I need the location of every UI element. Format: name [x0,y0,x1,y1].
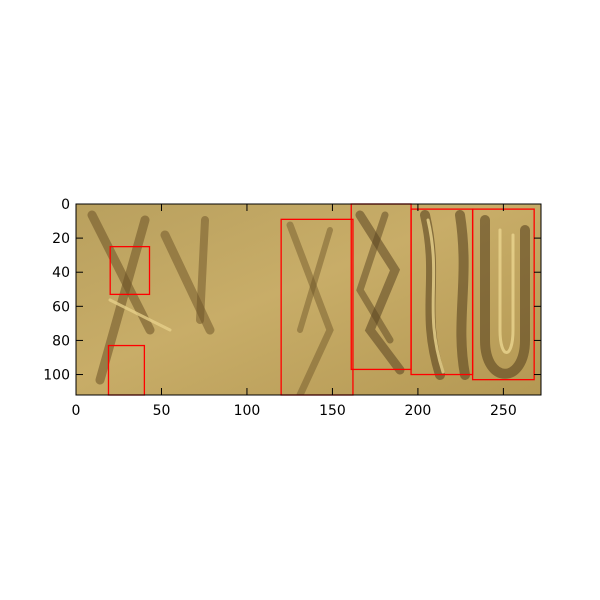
y-tick-label: 0 [61,197,70,213]
plot-image [76,204,541,395]
carved-glyphs [87,210,530,395]
x-tick-label: 250 [490,403,517,419]
x-tick-label: 150 [319,403,346,419]
y-tick-label: 20 [52,231,70,247]
x-tick-label: 50 [153,403,171,419]
x-axis: 0 50 100 150 200 250 [72,204,517,419]
y-tick-label: 80 [52,333,70,349]
y-tick-label: 40 [52,265,70,281]
y-axis: 0 20 40 60 80 100 [43,197,541,384]
x-tick-label: 200 [405,403,432,419]
plot-frame [75,203,542,396]
y-tick-label: 100 [43,368,70,384]
bounding-box-1 [109,245,151,296]
y-tick-label: 60 [52,299,70,315]
x-tick-label: 100 [234,403,261,419]
x-tick-label: 0 [72,403,81,419]
